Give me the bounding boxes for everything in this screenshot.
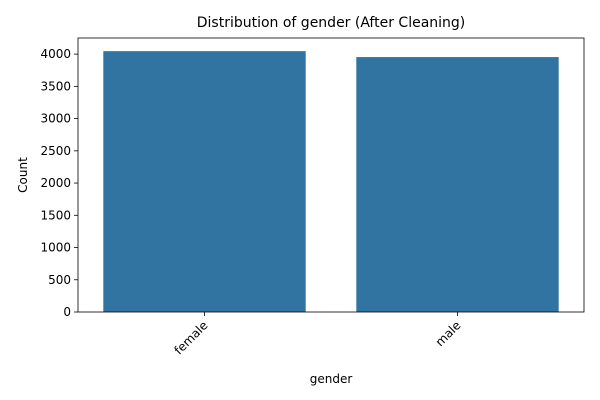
x-axis-title: gender bbox=[310, 372, 353, 386]
plot-frame bbox=[77, 37, 585, 313]
y-tick-label: 2500 bbox=[40, 144, 71, 158]
y-tick-label: 3000 bbox=[40, 112, 71, 126]
x-tick-label-male: male bbox=[433, 318, 464, 349]
y-tick-label: 0 bbox=[63, 305, 71, 319]
bar-male bbox=[356, 57, 559, 312]
chart-title: Distribution of gender (After Cleaning) bbox=[197, 15, 466, 31]
x-axis: female male bbox=[171, 312, 464, 357]
y-axis: 0 500 1000 1500 2000 2500 3000 3500 4000 bbox=[40, 47, 78, 319]
y-tick-label: 500 bbox=[48, 273, 71, 287]
y-tick-label: 1000 bbox=[40, 241, 71, 255]
y-axis-title: Count bbox=[16, 157, 30, 193]
y-tick-label: 1500 bbox=[40, 208, 71, 222]
y-tick-label: 4000 bbox=[40, 47, 71, 61]
y-tick-label: 3500 bbox=[40, 79, 71, 93]
bar-female bbox=[103, 51, 306, 312]
y-tick-label: 2000 bbox=[40, 176, 71, 190]
x-tick-label-female: female bbox=[171, 318, 210, 357]
bars-group bbox=[103, 51, 559, 312]
